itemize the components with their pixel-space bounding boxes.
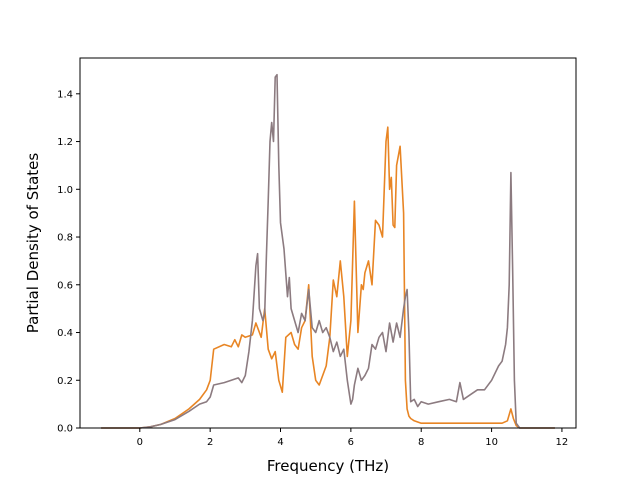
x-tick-label: 12 [556,437,569,448]
x-tick-label: 4 [277,437,283,448]
y-axis-title: Partial Density of States [24,153,42,334]
x-axis-ticks: 0 2 4 6 8 10 12 [137,428,569,448]
series-line-1 [101,126,555,429]
x-tick-label: 2 [207,437,213,448]
y-tick-label: 0.0 [57,424,73,435]
series-line-2 [101,73,555,429]
series-layer [101,73,555,429]
y-tick-label: 1.0 [57,185,73,196]
y-axis-ticks: 0.0 0.2 0.4 0.6 0.8 1.0 1.2 1.4 [57,89,80,435]
x-tick-label: 10 [485,437,498,448]
y-tick-label: 0.8 [57,233,73,244]
y-tick-label: 0.4 [57,328,73,339]
y-tick-label: 0.2 [57,376,73,387]
y-tick-label: 1.2 [57,137,73,148]
x-tick-label: 8 [418,437,424,448]
x-tick-label: 6 [348,437,354,448]
plot-frame [79,57,577,429]
y-tick-label: 1.4 [57,89,73,100]
x-axis-title: Frequency (THz) [267,457,389,475]
x-tick-label: 0 [137,437,143,448]
y-tick-label: 0.6 [57,280,73,291]
